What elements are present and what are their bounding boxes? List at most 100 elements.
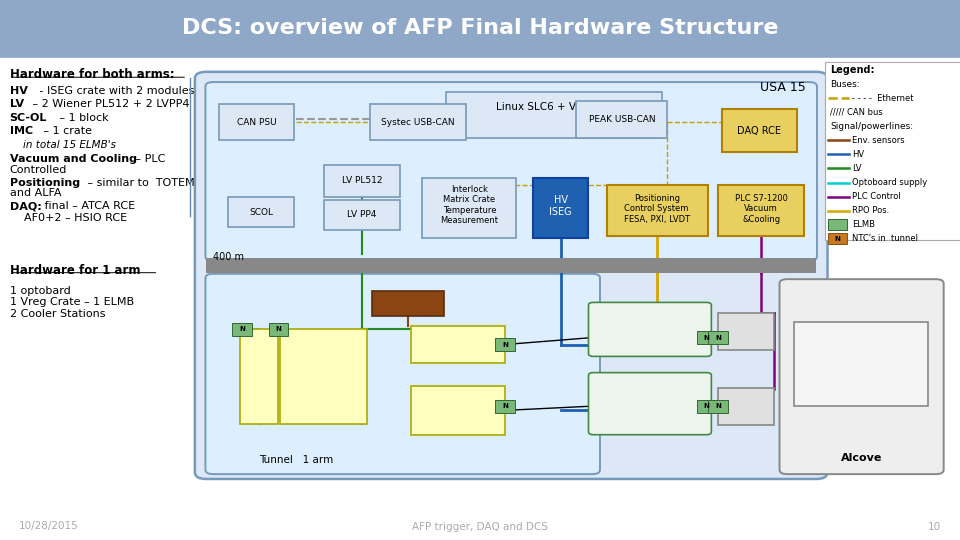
Text: NTC's in  tunnel: NTC's in tunnel [852,234,919,243]
Bar [372,291,444,316]
FancyBboxPatch shape [205,82,817,261]
Bar [495,400,515,413]
Text: CAN PSU: CAN PSU [236,118,276,126]
Text: Vacuum and Cooling: Vacuum and Cooling [10,154,136,164]
Text: LV PP4: LV PP4 [348,211,376,219]
Text: HV: HV [10,86,28,96]
Bar [828,233,847,244]
Text: HV: HV [852,150,865,159]
Text: IMC: IMC [10,126,33,136]
Text: Optoboard supply: Optoboard supply [852,178,927,187]
FancyBboxPatch shape [780,279,944,474]
Bar [206,258,816,273]
Text: LV PL512: LV PL512 [342,177,382,185]
Text: 10: 10 [927,522,941,531]
Text: LV: LV [10,99,24,109]
Text: 1 optobard: 1 optobard [10,286,70,295]
Text: – 2 Wiener PL512 + 2 LVPP4: – 2 Wiener PL512 + 2 LVPP4 [29,99,189,109]
Text: Cooler: Cooler [732,327,760,336]
Bar [718,388,774,425]
Bar [422,178,516,238]
Text: AF0+2 – HSIO RCE: AF0+2 – HSIO RCE [10,213,127,223]
Bar [708,331,728,344]
Text: N: N [704,403,709,409]
FancyBboxPatch shape [588,302,711,356]
Text: USA 15: USA 15 [760,81,806,94]
Bar [576,101,667,138]
Text: N: N [834,235,840,242]
Text: – 1 crate: – 1 crate [40,126,92,136]
Text: in total 15 ELMB's: in total 15 ELMB's [10,140,115,150]
Text: N: N [704,334,709,341]
Text: Alcove: Alcove [841,453,883,463]
Bar [411,386,505,435]
Text: Hardware for both arms:: Hardware for both arms: [10,68,174,81]
Text: N: N [276,326,281,333]
Bar [708,400,728,413]
Bar [718,313,774,350]
Text: PLC S7-1200
Vacuum
&Cooling: PLC S7-1200 Vacuum &Cooling [734,194,788,224]
Text: Electronics:
Trigger
Time of Flight: Electronics: Trigger Time of Flight [427,394,489,424]
Bar [219,104,294,140]
Text: SCOL: SCOL [250,208,273,217]
Text: N: N [502,403,508,409]
Text: Legend:: Legend: [830,65,875,75]
Text: HV
ISEG: HV ISEG [549,195,572,217]
Bar [697,400,716,413]
Text: AFP trigger, DAQ and DCS: AFP trigger, DAQ and DCS [412,522,548,531]
Text: Tunnel   1 arm: Tunnel 1 arm [259,455,333,465]
Text: Electronics:
Trigger: Electronics: Trigger [432,335,484,354]
Bar [607,185,708,236]
Text: DAQ RCE: DAQ RCE [737,126,781,136]
Text: 1 Vreg Crate – 1 ELMB: 1 Vreg Crate – 1 ELMB [10,298,133,307]
FancyBboxPatch shape [205,274,600,474]
Text: Cooler: Cooler [732,402,760,411]
Bar [794,322,928,406]
Bar [411,326,505,363]
Text: - ISEG crate with 2 modules: - ISEG crate with 2 modules [36,86,195,96]
Bar [446,92,662,138]
Text: 2 Cooler Stations: 2 Cooler Stations [10,309,105,319]
Bar [269,323,288,336]
Text: 43 NTC's: 43 NTC's [389,299,427,308]
FancyBboxPatch shape [588,373,711,435]
Text: Positioning
Control System
FESA, PXI, LVDT: Positioning Control System FESA, PXI, LV… [624,194,689,224]
Text: Linux SLC6 + VM 2008: Linux SLC6 + VM 2008 [495,102,614,112]
Text: N: N [502,341,508,348]
Text: Interlock
Matrix Crate
Temperature
Measurement: Interlock Matrix Crate Temperature Measu… [441,185,498,225]
Text: Controlled: Controlled [10,165,67,175]
Text: SC-OL: SC-OL [10,113,47,123]
Text: – PLC: – PLC [132,154,166,164]
Text: – similar to  TOTEM: – similar to TOTEM [84,178,194,187]
Text: N: N [715,334,721,341]
Text: PEAK USB-CAN: PEAK USB-CAN [588,115,656,124]
FancyBboxPatch shape [195,72,828,479]
Text: Opto
Board: Opto Board [250,366,269,388]
Text: DCS: overview of AFP Final Hardware Structure: DCS: overview of AFP Final Hardware Stru… [181,18,779,38]
Bar [697,331,716,344]
Bar [533,178,588,238]
Bar [825,62,960,240]
Bar [495,338,515,351]
Text: N: N [239,326,245,333]
Text: PLC Control: PLC Control [852,192,901,201]
Text: ///// CAN bus: ///// CAN bus [830,108,883,117]
Text: – 1 block: – 1 block [56,113,108,123]
Text: RPO Near Station
Detectors:
Si Tracker: RPO Near Station Detectors: Si Tracker [611,313,689,343]
Bar [722,109,797,152]
Text: Buses:: Buses: [830,80,860,89]
Text: Positioning: Positioning [10,178,80,187]
Text: Systec USB-CAN: Systec USB-CAN [381,118,454,126]
Text: Signal/powerlines:: Signal/powerlines: [830,122,914,131]
Text: - - - -  Ethernet: - - - - Ethernet [852,94,914,103]
Text: RPO Far Station
Detectors:
Si Tracker
Time of Flight: RPO Far Station Detectors: Si Tracker Ti… [614,382,685,422]
Text: final – ATCA RCE: final – ATCA RCE [41,201,135,211]
Text: 10/28/2015: 10/28/2015 [19,522,79,531]
Bar [0,0,960,57]
Bar [228,197,294,227]
Bar [240,329,278,424]
Text: DAQ:: DAQ: [10,201,41,211]
Text: 400 m: 400 m [213,252,244,261]
Text: and ALFA: and ALFA [10,188,61,198]
Text: Hardware for 1 arm: Hardware for 1 arm [10,264,140,276]
